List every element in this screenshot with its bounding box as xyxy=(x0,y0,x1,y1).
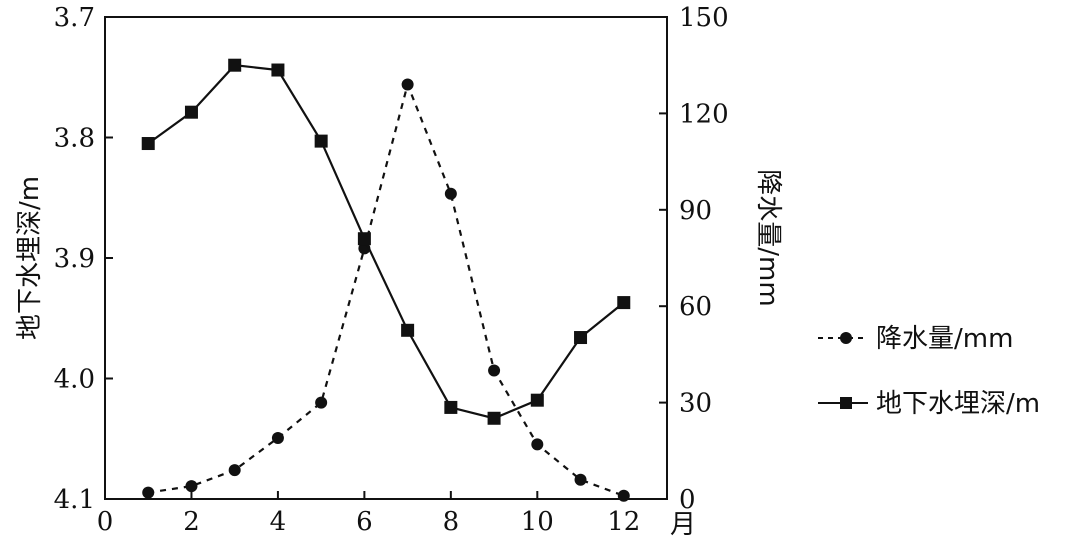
left-axis-ticks: 3.7 3.8 3.9 4.0 4.1 xyxy=(54,3,113,515)
x-unit-label: 月 xyxy=(670,510,696,539)
rain-point xyxy=(315,396,328,409)
rain-point xyxy=(617,489,630,502)
depth-point xyxy=(184,105,198,119)
x-tick-label: 6 xyxy=(356,507,373,537)
x-tick-label: 2 xyxy=(183,507,200,537)
left-axis-label: 地下水埋深/m xyxy=(15,176,45,340)
rain-point xyxy=(531,438,544,451)
rain-point xyxy=(574,473,587,486)
rain-point xyxy=(185,480,198,493)
legend: 降水量/mm 地下水埋深/m xyxy=(818,324,1040,419)
depth-point xyxy=(530,393,544,407)
depth-point xyxy=(357,232,371,246)
depth-series-line xyxy=(147,64,625,420)
right-tick-label: 120 xyxy=(679,99,729,129)
legend-rain-marker xyxy=(840,332,852,344)
right-tick-label: 30 xyxy=(679,389,712,419)
x-tick-label: 4 xyxy=(270,507,287,537)
x-tick-label: 0 xyxy=(97,507,114,537)
right-axis-label: 降水量/mm xyxy=(753,169,783,306)
rain-point xyxy=(401,78,414,91)
x-axis-ticks: 0 2 4 6 8 10 12 xyxy=(97,491,640,537)
depth-point xyxy=(574,331,588,345)
depth-point xyxy=(271,63,285,77)
left-tick-label: 4.0 xyxy=(54,365,95,395)
rain-point xyxy=(488,364,501,377)
rain-series-line xyxy=(148,80,625,497)
depth-point xyxy=(487,411,501,425)
legend-depth-marker xyxy=(840,397,852,409)
legend-depth-label: 地下水埋深/m xyxy=(876,389,1040,419)
left-tick-label: 4.1 xyxy=(54,485,95,515)
depth-point xyxy=(444,400,458,414)
right-tick-label: 0 xyxy=(679,485,696,515)
right-tick-label: 90 xyxy=(679,196,712,226)
depth-point xyxy=(617,296,631,310)
right-tick-label: 60 xyxy=(679,292,712,322)
rain-point xyxy=(444,187,457,200)
depth-point xyxy=(314,134,328,148)
series-layer xyxy=(141,58,631,502)
left-tick-label: 3.8 xyxy=(54,124,95,154)
depth-point xyxy=(141,137,155,151)
left-tick-label: 3.9 xyxy=(54,244,95,274)
left-tick-label: 3.7 xyxy=(54,3,95,33)
x-tick-label: 10 xyxy=(521,507,554,537)
plot-frame xyxy=(104,16,668,500)
depth-point xyxy=(401,323,415,337)
rain-point xyxy=(228,464,241,477)
x-tick-label: 12 xyxy=(607,507,640,537)
rain-point xyxy=(271,431,284,444)
depth-point xyxy=(228,58,242,72)
rain-point xyxy=(142,486,155,499)
legend-rain-label: 降水量/mm xyxy=(876,324,1013,354)
right-tick-label: 150 xyxy=(679,3,729,33)
x-tick-label: 8 xyxy=(443,507,460,537)
right-axis-ticks: 0 30 60 90 120 150 xyxy=(659,3,729,515)
